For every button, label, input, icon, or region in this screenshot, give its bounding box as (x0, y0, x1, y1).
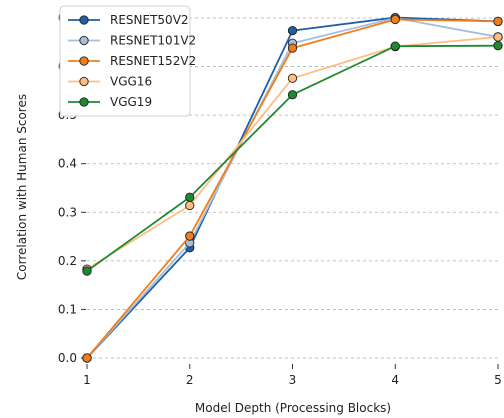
legend-marker-vgg19 (79, 97, 89, 107)
x-tick-label: 4 (391, 373, 399, 387)
y-tick-label: 0.1 (58, 302, 77, 316)
data-point-resnet152v2 (390, 14, 400, 25)
x-tick-label: 5 (494, 373, 502, 387)
x-tick-label: 3 (289, 373, 297, 387)
data-point-vgg19 (390, 41, 400, 51)
data-point-vgg16 (287, 73, 298, 83)
data-point-vgg19 (185, 192, 195, 202)
legend-label-resnet101v2: RESNET101V2 (110, 34, 196, 48)
data-point-resnet152v2 (287, 43, 298, 53)
y-tick-label: 0.0 (58, 351, 77, 365)
data-point-resnet152v2 (185, 231, 195, 241)
legend-box (59, 5, 191, 117)
data-point-vgg19 (82, 266, 92, 276)
data-point-vgg16 (493, 32, 503, 42)
legend-label-vgg19: VGG19 (110, 95, 152, 109)
data-point-vgg16 (185, 200, 195, 211)
y-tick-label: 0.4 (58, 157, 77, 171)
legend-label-resnet152v2: RESNET152V2 (110, 54, 196, 68)
data-point-resnet50v2 (287, 25, 298, 36)
legend-marker-vgg16 (79, 76, 89, 87)
legend-label-resnet50v2: RESNET50V2 (110, 13, 189, 27)
legend-marker-resnet101v2 (79, 35, 89, 46)
legend-label-vgg16: VGG16 (110, 75, 152, 89)
legend-marker-resnet50v2 (79, 15, 89, 25)
data-point-resnet152v2 (493, 16, 503, 27)
data-point-vgg19 (493, 41, 503, 51)
y-tick-label: 0.2 (58, 254, 77, 268)
x-tick-label: 2 (186, 373, 194, 387)
x-axis: 1 2 3 4 5 (83, 364, 502, 387)
y-axis-label: Correlation with Human Scores (15, 94, 29, 280)
x-axis-label: Model Depth (Processing Blocks) (195, 401, 391, 415)
data-point-vgg19 (287, 90, 298, 100)
x-tick-label: 1 (83, 373, 91, 387)
legend: RESNET50V2 RESNET101V2 RESNET152V2 VGG16 VGG… (59, 5, 196, 117)
data-point-resnet152v2 (82, 353, 92, 363)
legend-marker-resnet152v2 (79, 56, 89, 66)
y-tick-label: 0.3 (58, 205, 77, 219)
series-layer (82, 12, 503, 363)
